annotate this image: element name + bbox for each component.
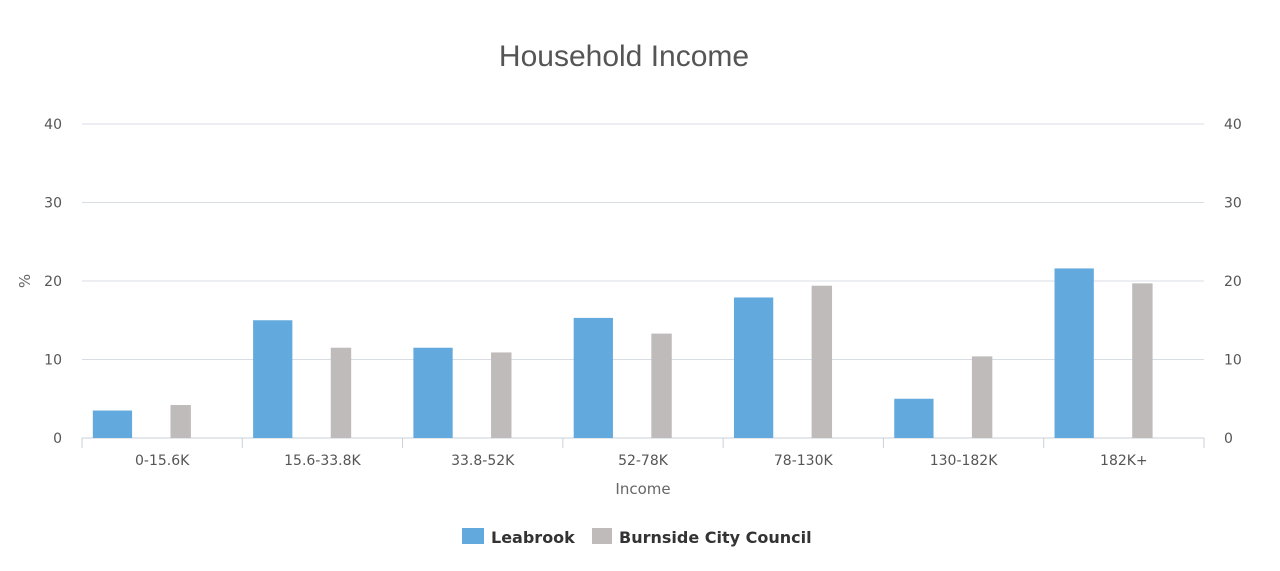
x-tick-label: 0-15.6K [135, 453, 190, 469]
legend-item-burnside-city-council[interactable]: Burnside City Council [592, 528, 812, 547]
gridlines [82, 123, 1204, 360]
bar-leabrook[interactable] [733, 297, 774, 438]
x-tick-label: 52-78K [618, 453, 669, 469]
y-tick-label-right: 20 [1224, 274, 1242, 290]
legend-swatch [462, 528, 484, 544]
x-tick-label: 182K+ [1100, 453, 1148, 469]
legend-item-leabrook[interactable]: Leabrook [462, 528, 575, 547]
legend-label: Leabrook [491, 528, 575, 547]
y-tick-label-left: 20 [44, 274, 62, 290]
bar-burnside-city-council[interactable] [170, 405, 191, 438]
x-tick-label: 78-130K [774, 453, 834, 469]
bar-burnside-city-council[interactable] [330, 347, 352, 438]
y-tick-label-left: 10 [44, 353, 62, 369]
y-tick-label-left: 30 [44, 196, 62, 212]
legend-swatch [592, 528, 612, 544]
legend-label: Burnside City Council [619, 528, 812, 547]
bar-burnside-city-council[interactable] [491, 352, 512, 438]
bar-burnside-city-council[interactable] [971, 356, 993, 438]
x-axis-title: Income [615, 480, 670, 498]
bar-burnside-city-council[interactable] [1132, 283, 1153, 438]
bar-burnside-city-council[interactable] [811, 285, 833, 438]
legend: Leabrook Burnside City Council [462, 528, 812, 547]
x-tick-label: 130-182K [930, 453, 998, 469]
x-tick-label: 15.6-33.8K [284, 453, 361, 469]
chart-title: Household Income [499, 40, 749, 73]
y-tick-label-right: 10 [1224, 353, 1242, 369]
y-tick-label-right: 0 [1224, 431, 1233, 447]
bar-leabrook[interactable] [253, 320, 293, 438]
bar-burnside-city-council[interactable] [651, 333, 672, 438]
y-tick-label-right: 30 [1224, 196, 1242, 212]
bar-leabrook[interactable] [573, 317, 613, 438]
x-tick-label: 33.8-52K [451, 453, 515, 469]
bar-leabrook[interactable] [92, 410, 133, 438]
bar-leabrook[interactable] [413, 347, 453, 438]
y-tick-label-left: 0 [53, 431, 62, 447]
bar-leabrook[interactable] [894, 398, 934, 438]
y-tick-label-right: 40 [1224, 117, 1242, 133]
y-tick-label-left: 40 [44, 117, 62, 133]
y-axis-title: % [16, 274, 34, 288]
bars [92, 268, 1153, 438]
bar-leabrook[interactable] [1054, 268, 1094, 438]
